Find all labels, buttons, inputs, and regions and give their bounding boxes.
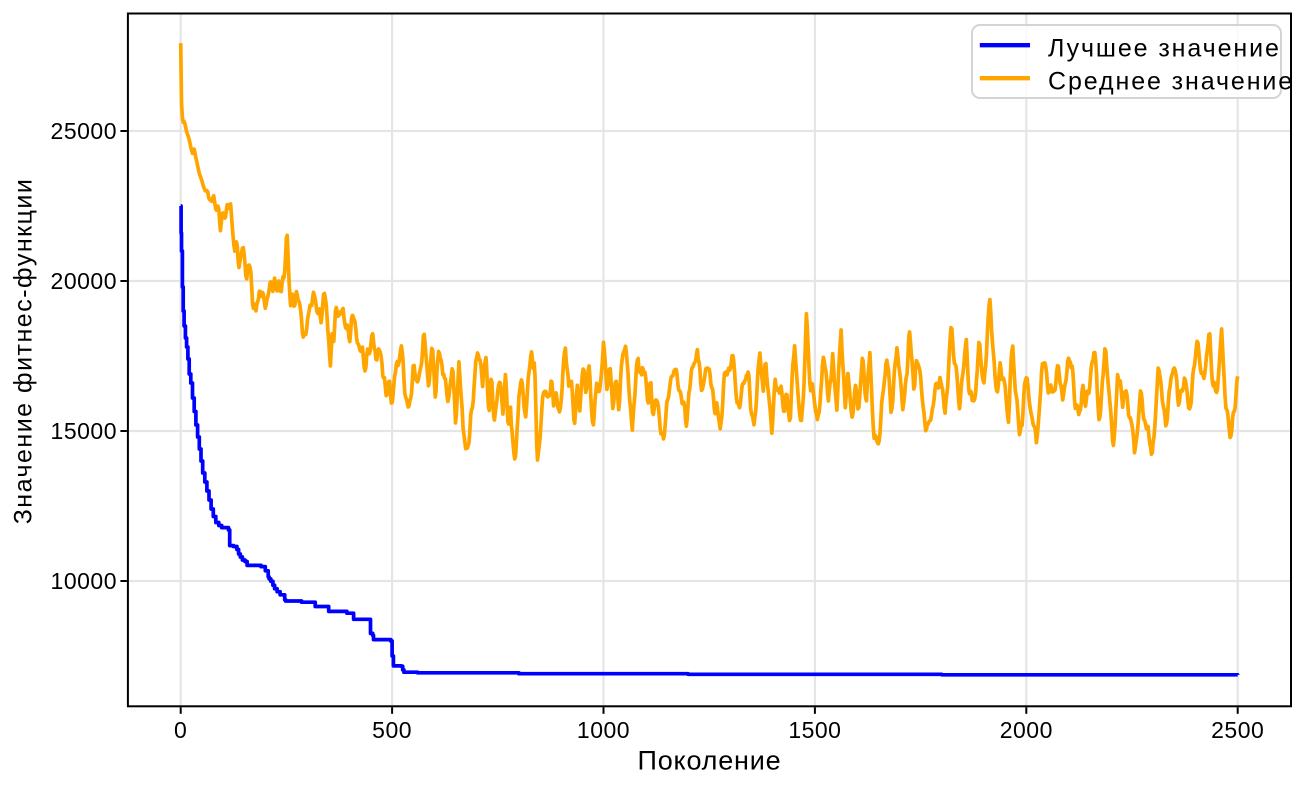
svg-text:Среднее значение: Среднее значение [1048, 68, 1294, 96]
svg-text:2000: 2000 [1000, 717, 1053, 743]
svg-text:Значение фитнес-функции: Значение фитнес-функции [10, 178, 38, 525]
svg-text:25000: 25000 [51, 118, 117, 144]
svg-text:Лучшее значение: Лучшее значение [1048, 35, 1281, 63]
svg-text:10000: 10000 [51, 568, 117, 594]
svg-text:500: 500 [372, 717, 412, 743]
svg-text:2500: 2500 [1211, 717, 1264, 743]
svg-text:15000: 15000 [51, 418, 117, 444]
svg-text:1500: 1500 [788, 717, 841, 743]
svg-text:20000: 20000 [51, 268, 117, 294]
svg-text:1000: 1000 [577, 717, 630, 743]
svg-text:0: 0 [174, 717, 187, 743]
svg-text:Поколение: Поколение [638, 746, 782, 776]
